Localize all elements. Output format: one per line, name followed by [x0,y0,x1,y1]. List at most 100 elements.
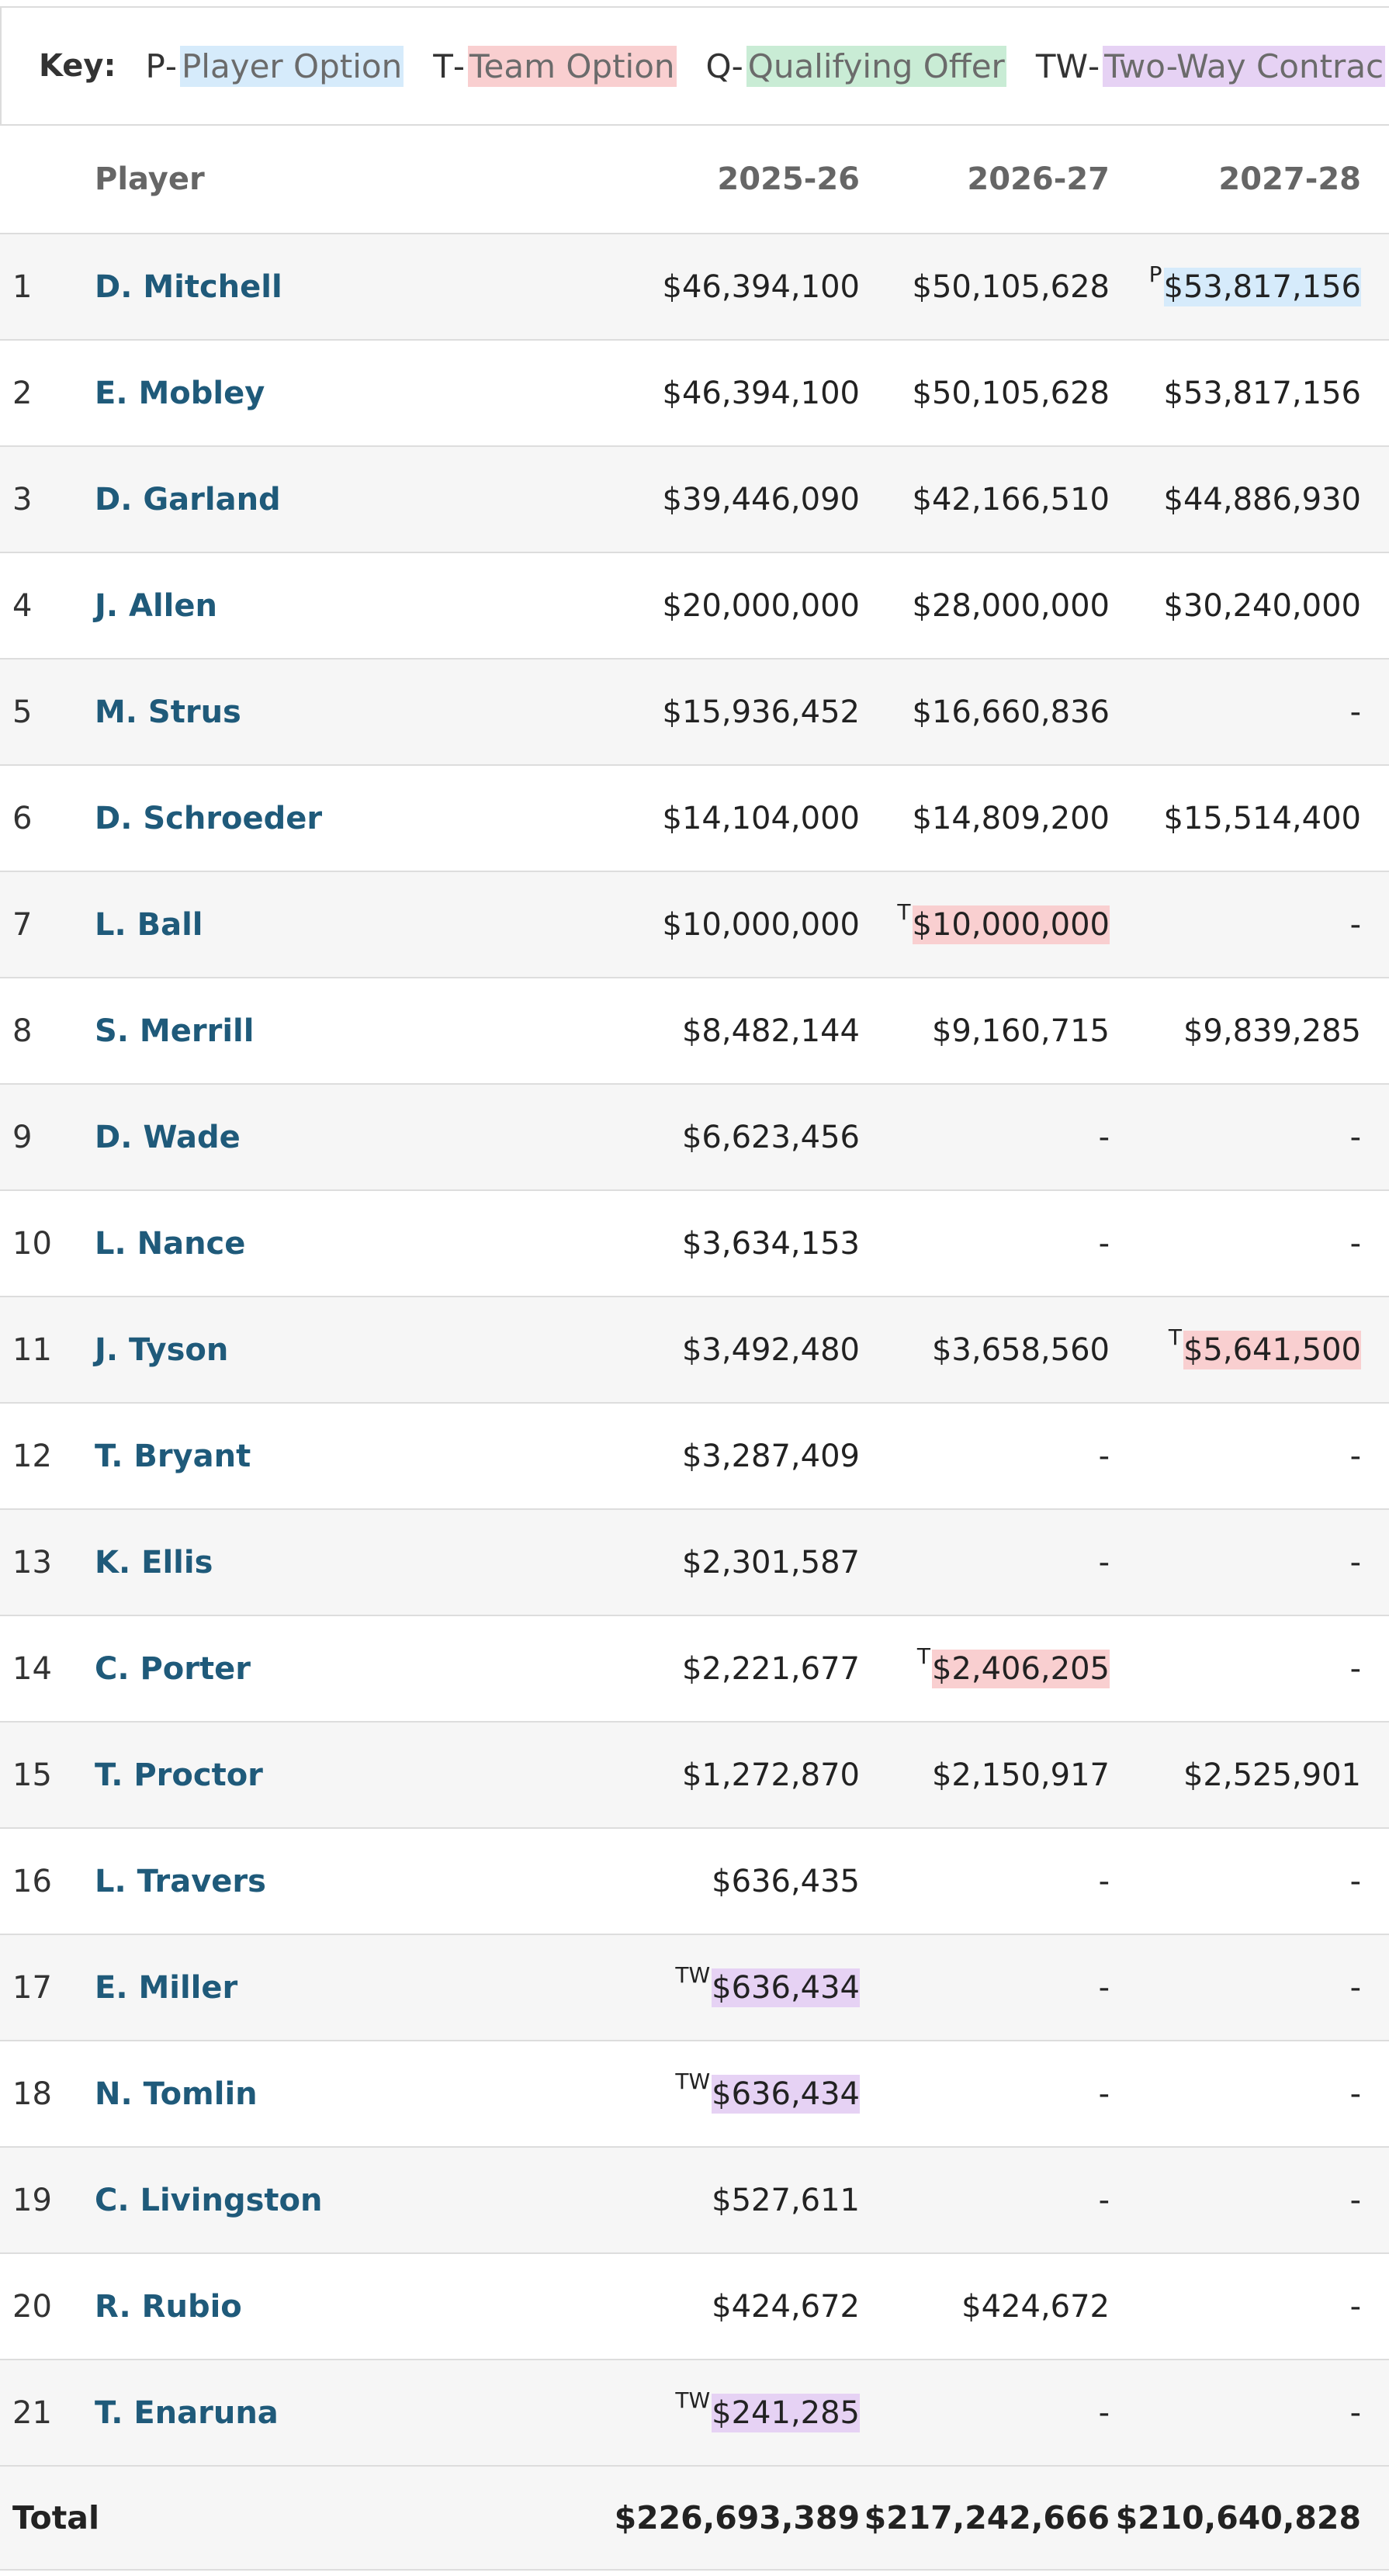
header-season-2025-26[interactable]: 2025-26 [717,161,860,197]
table-row: 7 L. Ball $10,000,000 T $10,000,000- [0,872,1389,978]
player-name-link[interactable]: T. Proctor [95,1757,263,1793]
key-item-player-option: P - Player Option [145,45,404,87]
row-rank: 18 [12,2076,52,2112]
salary-value: - [1098,1119,1110,1155]
player-name-link[interactable]: L. Travers [95,1863,266,1899]
table-row: 19 C. Livingston $527,611 - - [0,2148,1389,2254]
player-name-link[interactable]: D. Wade [95,1119,241,1155]
salary-value: $424,672 [961,2288,1110,2325]
row-rank: 6 [12,800,33,836]
salary-cell-2025-26: $8,482,144 [682,978,860,1083]
key-item-team-option: T - Team Option [433,45,677,87]
player-name-link[interactable]: M. Strus [95,694,241,730]
contract-key-legend: Key: P - Player Option T - Team Option Q… [0,6,1389,126]
salary-cell-2026-27: - [1099,1935,1110,2040]
salary-value: $1,272,870 [681,1757,860,1793]
player-name-link[interactable]: D. Schroeder [95,800,323,836]
option-flag: T [897,899,911,925]
key-code: T [433,47,453,85]
header-season-2026-27[interactable]: 2026-27 [967,161,1110,197]
salary-cell-2026-27: T $2,406,205 [917,1616,1110,1721]
salary-value: - [1098,1969,1110,2006]
player-name-link[interactable]: D. Garland [95,481,281,518]
salary-cell-2026-27: - [1099,1404,1110,1508]
table-row: 21 T. Enaruna TW $241,285 - - [0,2360,1389,2467]
salary-cell-2025-26: $2,301,587 [682,1510,860,1615]
player-name-link[interactable]: C. Livingston [95,2182,323,2218]
key-code: P [145,47,165,85]
total-label: Total [12,2499,100,2536]
salary-cell-2025-26: $636,435 [712,1829,860,1934]
key-label: Qualifying Offer [746,45,1006,87]
salary-cell-2026-27: $9,160,715 [932,978,1110,1083]
salary-cell-2025-26: TW $636,434 [675,2041,860,2146]
salary-cell-2026-27: - [1099,2148,1110,2252]
key-title: Key: [39,48,116,84]
option-flag: T [916,1643,930,1669]
salary-cell-2026-27: - [1099,2041,1110,2146]
salary-cell-2027-28: - [1350,660,1361,764]
salary-cell-2027-28: - [1350,872,1361,977]
row-rank: 21 [12,2394,52,2431]
table-header-row: Player 2025-26 2026-27 2027-28 [0,126,1389,234]
player-name-link[interactable]: L. Nance [95,1225,246,1262]
player-name-link[interactable]: D. Mitchell [95,268,282,305]
key-item-qualifying-offer: Q - Qualifying Offer [706,45,1006,87]
salary-value: $39,446,090 [662,481,860,518]
option-flag: TW [675,2387,711,2413]
row-rank: 3 [12,481,33,518]
row-rank: 11 [12,1331,52,1368]
salary-value: $8,482,144 [681,1013,860,1049]
table-row: 14 C. Porter $2,221,677 T $2,406,205 - [0,1616,1389,1723]
salary-cell-2026-27: $14,809,200 [913,766,1110,871]
salary-value: $6,623,456 [681,1119,860,1155]
key-label: Two-Way Contrac [1103,45,1386,87]
salary-value: $3,492,480 [681,1331,860,1368]
salary-cell-2025-26: $14,104,000 [663,766,860,871]
salary-cell-2026-27: $424,672 [961,2254,1110,2359]
table-row: 16 L. Travers $636,435 - - [0,1829,1389,1935]
key-label: Team Option [468,45,677,87]
salary-cell-2026-27: $50,105,628 [913,234,1110,339]
total-2025-26: $226,693,389 [614,2499,860,2536]
option-flag: TW [675,2069,711,2094]
table-row: 5 M. Strus $15,936,452 $16,660,836 - [0,660,1389,766]
player-name-link[interactable]: K. Ellis [95,1544,213,1581]
table-row: 11 J. Tyson $3,492,480 $3,658,560 T $5,641,50… [0,1297,1389,1404]
total-2027-28: $210,640,828 [1115,2499,1361,2536]
player-name-link[interactable]: J. Tyson [95,1331,229,1368]
salary-cell-2025-26: $527,611 [712,2148,860,2252]
salary-value: - [1349,1650,1361,1687]
key-separator: - [165,47,177,85]
salary-cell-2027-28: - [1350,2360,1361,2465]
salary-value: - [1349,1969,1361,2006]
salary-value: $50,105,628 [912,375,1110,411]
salary-value: $2,221,677 [681,1650,860,1687]
player-name-link[interactable]: E. Mobley [95,375,265,411]
player-name-link[interactable]: N. Tomlin [95,2076,258,2112]
salary-value: - [1098,1863,1110,1899]
player-name-link[interactable]: L. Ball [95,906,203,943]
player-name-link[interactable]: S. Merrill [95,1013,255,1049]
salary-value: $42,166,510 [912,481,1110,518]
header-season-2027-28[interactable]: 2027-28 [1218,161,1361,197]
header-player[interactable]: Player [95,161,205,197]
option-flag: TW [675,1962,711,1988]
salary-cell-2027-28: $53,817,156 [1164,341,1361,445]
salary-cell-2026-27: $16,660,836 [913,660,1110,764]
row-rank: 12 [12,1438,52,1474]
player-name-link[interactable]: T. Enaruna [95,2394,279,2431]
player-name-link[interactable]: C. Porter [95,1650,251,1687]
salary-cell-2025-26: TW $241,285 [675,2360,860,2465]
table-total-row: Total $226,693,389 $217,242,666 $210,640… [0,2467,1389,2571]
player-name-link[interactable]: R. Rubio [95,2288,242,2325]
row-rank: 1 [12,268,33,305]
salary-value: $2,150,917 [931,1757,1110,1793]
salary-cell-2027-28: - [1350,1510,1361,1615]
salary-value: $28,000,000 [912,587,1110,624]
salary-cell-2026-27: $50,105,628 [913,341,1110,445]
salary-value: $2,406,205 [931,1649,1110,1688]
player-name-link[interactable]: J. Allen [95,587,217,624]
player-name-link[interactable]: E. Miller [95,1969,238,2006]
player-name-link[interactable]: T. Bryant [95,1438,251,1474]
